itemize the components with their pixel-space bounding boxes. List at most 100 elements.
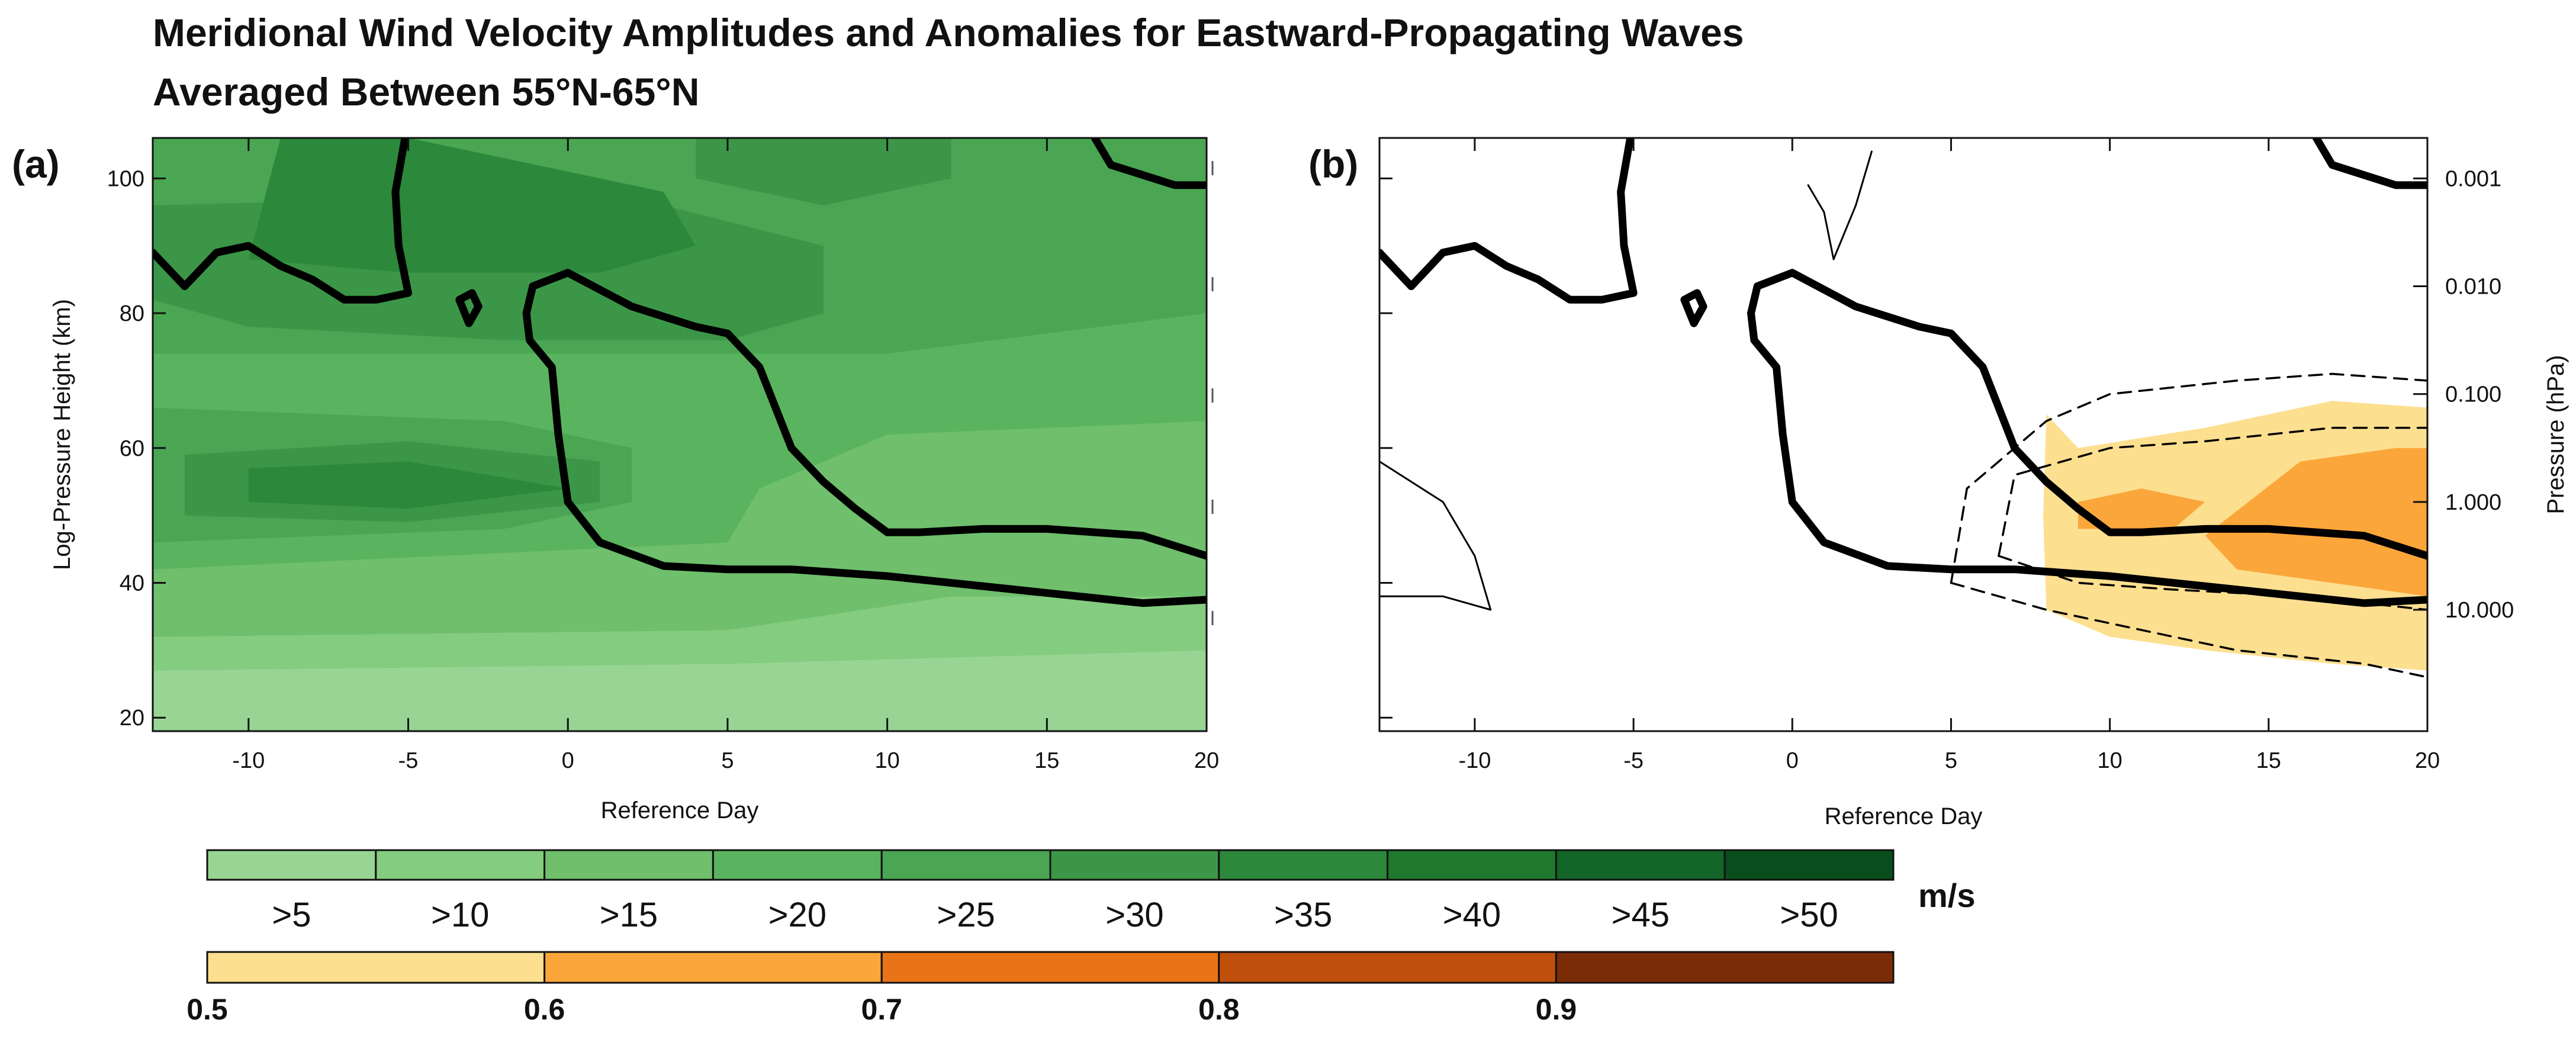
chart-title-line1: Meridional Wind Velocity Amplitudes and …: [153, 11, 1744, 54]
panel-a-x-ticks: -10 -5 0 5 10 15 20: [232, 138, 1219, 773]
colorbar-label: 0.5: [186, 993, 228, 1026]
x-tick-label: 0: [562, 748, 574, 773]
panel-b-frame: [1378, 137, 2429, 732]
colorbar-label: >25: [937, 896, 995, 934]
colorbar-label: >10: [431, 896, 489, 934]
x-tick-label: 20: [1194, 748, 1219, 773]
y-tick-label: 100: [107, 166, 144, 191]
pressure-tick-label: 0.100: [2445, 382, 2501, 407]
x-tick-label: 10: [874, 748, 899, 773]
panel-a: (a) -10 -5 0 5 10 15 20 20 40 60 80 100 Reference …: [12, 137, 1219, 824]
y-tick-label: 80: [120, 301, 144, 326]
contour-line: [1091, 138, 1207, 189]
colorbar-swatch: [543, 849, 714, 881]
contour-line: [1680, 289, 1707, 327]
contour-line: [1379, 138, 1638, 304]
fill-region: [2205, 448, 2427, 597]
panel-b-contours: [1379, 138, 2427, 678]
y-tick-label: 40: [120, 571, 144, 596]
contour-line: [522, 269, 1207, 560]
contour-line: [1379, 461, 1492, 611]
colorbar-label: >35: [1274, 896, 1332, 934]
colorbar-swatch: [1555, 951, 1895, 984]
contour-line: [455, 289, 483, 327]
colorbar-swatch: [880, 951, 1220, 984]
colorbar-swatch: [375, 849, 546, 881]
fill-region: [248, 461, 568, 509]
x-tick-label: 5: [1945, 748, 1957, 773]
colorbar-label: 0.8: [1198, 993, 1240, 1026]
pressure-tick-label: 10.000: [2445, 598, 2514, 623]
colorbar-unit: m/s: [1918, 877, 1976, 914]
contour-line: [522, 309, 1207, 607]
colorbar-label: >30: [1105, 896, 1163, 934]
colorbar-swatch: [1049, 849, 1220, 881]
contour-line: [1747, 269, 2427, 560]
x-tick-label: 20: [2415, 748, 2440, 773]
fill-region: [153, 596, 1207, 671]
pressure-tick-label: 0.010: [2445, 275, 2501, 300]
panel-b-label: (b): [1308, 142, 1358, 186]
panel-a-fills: [153, 138, 1207, 731]
x-tick-label: -5: [398, 748, 419, 773]
colorbar-label: >15: [600, 896, 658, 934]
x-tick-label: 0: [1786, 748, 1799, 773]
panel-a-contours: [153, 138, 1207, 607]
panel-b-left-ticks: [1379, 177, 1392, 719]
contour-line: [1950, 581, 2427, 678]
colorbar-swatch: [712, 849, 883, 881]
contour-line: [1998, 426, 2427, 557]
panel-b-pressure-ticks: 0.001 0.010 0.100 1.000 10.000: [2413, 166, 2514, 623]
colorbar-swatch: [206, 951, 546, 984]
colorbar-swatch: [1387, 849, 1557, 881]
y-tick-label: 60: [120, 436, 144, 461]
colorbar-swatch: [206, 849, 377, 881]
chart-title-line2: Averaged Between 55°N-65°N: [153, 70, 699, 114]
panel-a-y-axis-label: Log-Pressure Height (km): [49, 299, 75, 570]
colorbar-label: 0.6: [524, 993, 565, 1026]
panel-b-x-axis-label: Reference Day: [1825, 803, 1983, 829]
colorbar-label: >45: [1612, 896, 1670, 934]
contour-line: [2312, 138, 2427, 189]
x-tick-label: -5: [1623, 748, 1644, 773]
x-tick-label: 15: [1034, 748, 1059, 773]
panel-b-right-y-axis-label: Pressure (hPa): [2543, 355, 2569, 514]
colorbar-label: >50: [1780, 896, 1838, 934]
y-tick-label: 20: [120, 706, 144, 731]
fill-region: [696, 138, 951, 205]
pressure-tick-label: 0.001: [2445, 166, 2501, 191]
colorbar-swatch: [1555, 849, 1726, 881]
colorbar-label: 0.9: [1536, 993, 1577, 1026]
colorbar-label: 0.7: [861, 993, 902, 1026]
colorbar-anomaly: 0.5 0.6 0.7 0.8 0.9: [186, 951, 1895, 1026]
fill-region: [248, 138, 696, 273]
contour-line: [1807, 150, 1873, 260]
fill-region: [2078, 488, 2205, 529]
colorbar-swatch: [1723, 849, 1895, 881]
pressure-tick-label: 1.000: [2445, 490, 2501, 515]
contour-line: [1950, 372, 2427, 584]
colorbar-amplitude: >5 >10 >15 >20 >25 >30 >35 >40 >45 >50: [206, 849, 1895, 934]
fill-region: [153, 650, 1207, 731]
contour-line: [153, 138, 412, 304]
colorbar-swatch: [880, 849, 1051, 881]
x-tick-label: -10: [1458, 748, 1491, 773]
colorbar-label: >40: [1443, 896, 1501, 934]
x-tick-label: 15: [2256, 748, 2281, 773]
colorbar-swatch: [1218, 849, 1389, 881]
panel-b: (b) -10 -5 0 5 10 15 20 0.001 0.010 0.100 1.000 10…: [1308, 137, 2569, 829]
colorbar-swatch: [1218, 951, 1557, 984]
panel-a-label: (a): [12, 142, 60, 186]
contour-line: [1998, 555, 2427, 611]
contour-line: [1747, 309, 2427, 607]
x-tick-label: -10: [232, 748, 265, 773]
panel-b-fills: [1379, 138, 2427, 731]
colorbar-swatch: [543, 951, 883, 984]
colorbar-label: >20: [768, 896, 826, 934]
x-tick-label: 5: [721, 748, 734, 773]
colorbar-label: >5: [272, 896, 311, 934]
panel-b-x-ticks: -10 -5 0 5 10 15 20: [1458, 138, 2440, 773]
panel-a-y-ticks: 20 40 60 80 100: [107, 166, 166, 731]
panel-a-frame: [152, 137, 1208, 732]
